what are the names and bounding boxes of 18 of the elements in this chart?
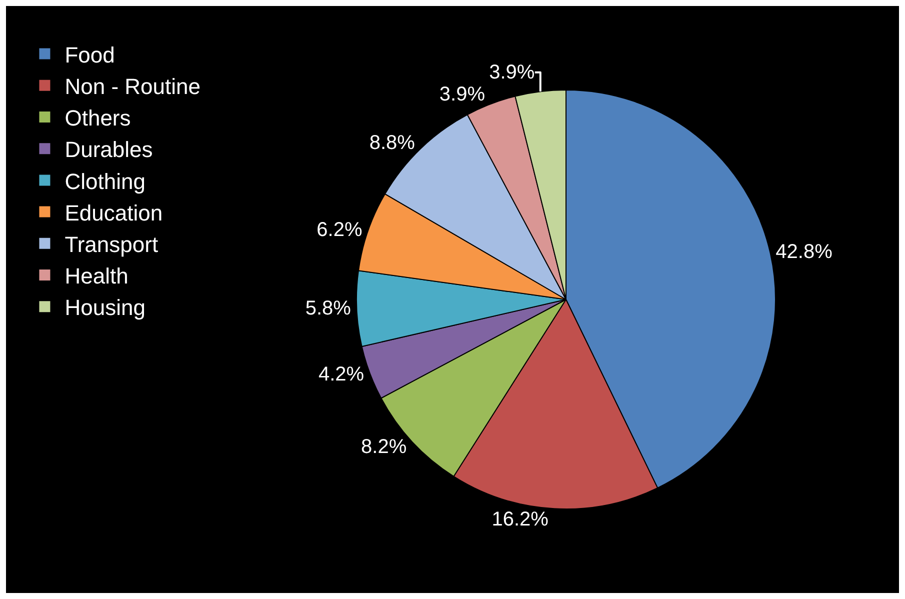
legend-label: Housing [64,295,146,320]
data-label: 3.9% [489,61,535,84]
legend-label: Health [64,264,128,289]
legend-label: Clothing [64,168,146,194]
legend-label: Non - Routine [64,74,200,99]
data-label: 5.8% [305,298,352,320]
legend-label: Transport [64,232,158,257]
legend-label: Durables [64,137,153,162]
legend-label: Others [64,106,131,131]
data-label: 16.2% [492,508,549,531]
data-label: 8.8% [369,132,416,154]
data-label: 3.9% [439,83,486,106]
legend-label: Food [64,42,115,68]
data-label: 6.2% [316,218,362,241]
legend-label: Education [64,200,163,226]
data-label: 8.2% [361,436,407,458]
data-label: 42.8% [776,240,833,263]
data-label: 4.2% [318,363,364,386]
